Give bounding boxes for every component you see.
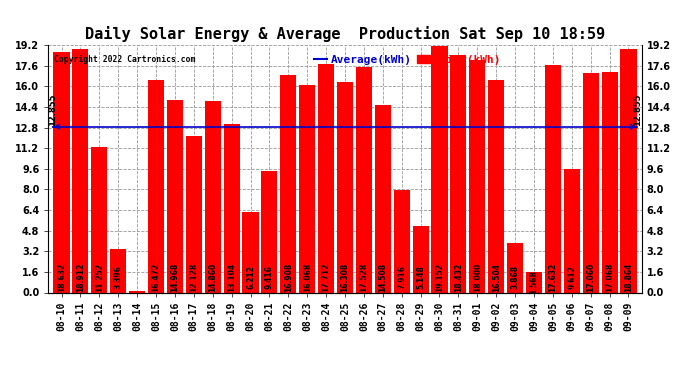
Text: 18.432: 18.432 [454, 262, 463, 292]
Text: 18.912: 18.912 [76, 262, 85, 292]
Bar [318, 64, 334, 292]
Bar [110, 249, 126, 292]
Text: 6.212: 6.212 [246, 265, 255, 289]
Title: Daily Solar Energy & Average  Production Sat Sep 10 18:59: Daily Solar Energy & Average Production … [85, 27, 605, 42]
Text: 19.152: 19.152 [435, 262, 444, 291]
Text: 16.068: 16.068 [303, 262, 312, 292]
Text: 18.864: 18.864 [624, 262, 633, 292]
Text: 13.104: 13.104 [227, 262, 236, 292]
Bar [469, 60, 485, 292]
Bar [526, 272, 542, 292]
Text: 12.855: 12.855 [633, 93, 642, 126]
Bar [148, 80, 164, 292]
Text: 18.632: 18.632 [57, 262, 66, 292]
Bar [413, 226, 428, 292]
Bar [337, 82, 353, 292]
Bar [356, 66, 372, 292]
Text: Copyright 2022 Cartronics.com: Copyright 2022 Cartronics.com [55, 55, 195, 64]
Text: 17.632: 17.632 [549, 262, 558, 292]
Bar [602, 72, 618, 292]
Bar [262, 171, 277, 292]
Bar [451, 55, 466, 292]
Bar [224, 124, 239, 292]
Bar [72, 49, 88, 292]
Bar [582, 73, 599, 292]
Text: 14.508: 14.508 [378, 262, 387, 292]
Bar [54, 53, 70, 292]
Bar [394, 190, 410, 292]
Text: 5.148: 5.148 [416, 265, 425, 289]
Text: 3.868: 3.868 [511, 265, 520, 289]
Text: 16.472: 16.472 [152, 262, 161, 292]
Bar [167, 99, 183, 292]
Text: 1.568: 1.568 [529, 270, 538, 294]
Text: 12.855: 12.855 [48, 93, 57, 126]
Bar [280, 75, 296, 292]
Bar [129, 291, 145, 292]
Text: 17.068: 17.068 [605, 262, 614, 292]
Text: 14.860: 14.860 [208, 262, 217, 292]
Text: 16.504: 16.504 [492, 262, 501, 291]
Text: 9.416: 9.416 [265, 265, 274, 289]
Bar [620, 50, 636, 292]
Bar [186, 136, 202, 292]
Text: 17.528: 17.528 [359, 262, 368, 292]
Text: 9.612: 9.612 [567, 265, 576, 289]
Bar [564, 169, 580, 292]
Text: 7.916: 7.916 [397, 265, 406, 289]
Text: 18.000: 18.000 [473, 262, 482, 292]
Bar [488, 80, 504, 292]
Text: 14.968: 14.968 [170, 262, 179, 292]
Text: 12.128: 12.128 [189, 262, 198, 292]
Bar [91, 147, 108, 292]
Bar [299, 86, 315, 292]
Legend: Average(kWh), Daily(kWh): Average(kWh), Daily(kWh) [309, 51, 506, 69]
Bar [507, 243, 523, 292]
Text: 16.308: 16.308 [340, 262, 350, 292]
Bar [205, 101, 221, 292]
Text: 16.908: 16.908 [284, 262, 293, 292]
Text: 17.712: 17.712 [322, 262, 331, 292]
Bar [545, 65, 561, 292]
Text: 3.396: 3.396 [114, 265, 123, 289]
Bar [431, 46, 448, 292]
Bar [242, 212, 259, 292]
Text: 17.060: 17.060 [586, 262, 595, 292]
Bar [375, 105, 391, 292]
Text: 11.252: 11.252 [95, 262, 103, 291]
